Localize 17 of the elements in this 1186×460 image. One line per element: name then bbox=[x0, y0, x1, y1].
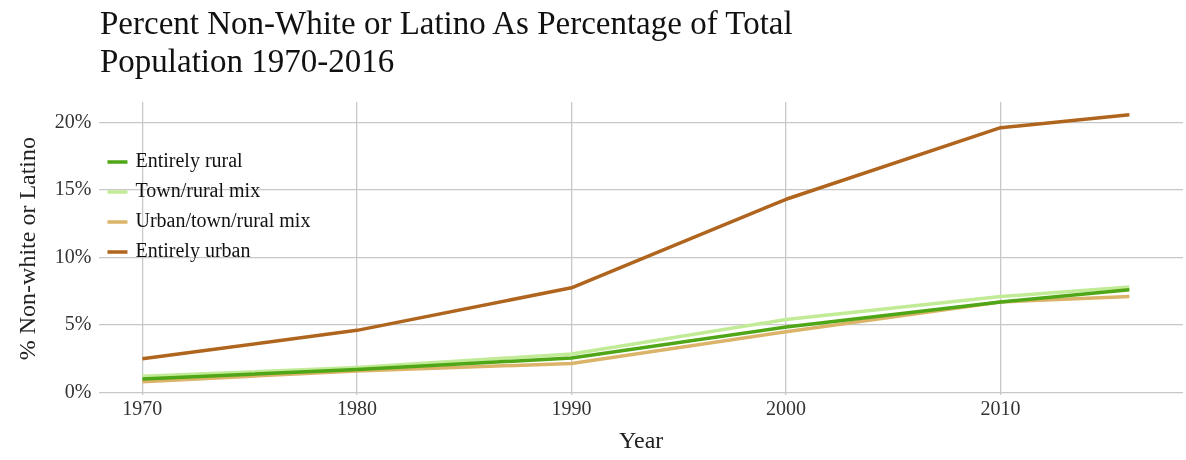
chart-title: Percent Non-White or Latino As Percentage of Total Population 1970-2016 bbox=[100, 4, 794, 80]
x-axis-title: Year bbox=[619, 426, 664, 453]
x-tick-label: 1980 bbox=[336, 397, 377, 420]
legend-label: Entirely urban bbox=[135, 239, 251, 263]
x-tick-label: 2010 bbox=[980, 397, 1021, 420]
x-tick-label: 2000 bbox=[766, 397, 807, 420]
x-tick-label: 1990 bbox=[551, 397, 592, 420]
y-tick-label: 5% bbox=[64, 312, 92, 335]
legend-label: Urban/town/rural mix bbox=[135, 209, 311, 232]
y-axis-title: % Non-white or Latino bbox=[13, 136, 40, 361]
legend-label: Entirely rural bbox=[135, 149, 244, 173]
y-tick-label: 20% bbox=[54, 109, 92, 132]
x-tick-label: 1970 bbox=[122, 397, 163, 420]
legend-label: Town/rural mix bbox=[135, 179, 261, 202]
y-tick-label: 0% bbox=[64, 379, 92, 402]
y-tick-label: 15% bbox=[54, 177, 92, 200]
y-tick-label: 10% bbox=[54, 244, 92, 267]
